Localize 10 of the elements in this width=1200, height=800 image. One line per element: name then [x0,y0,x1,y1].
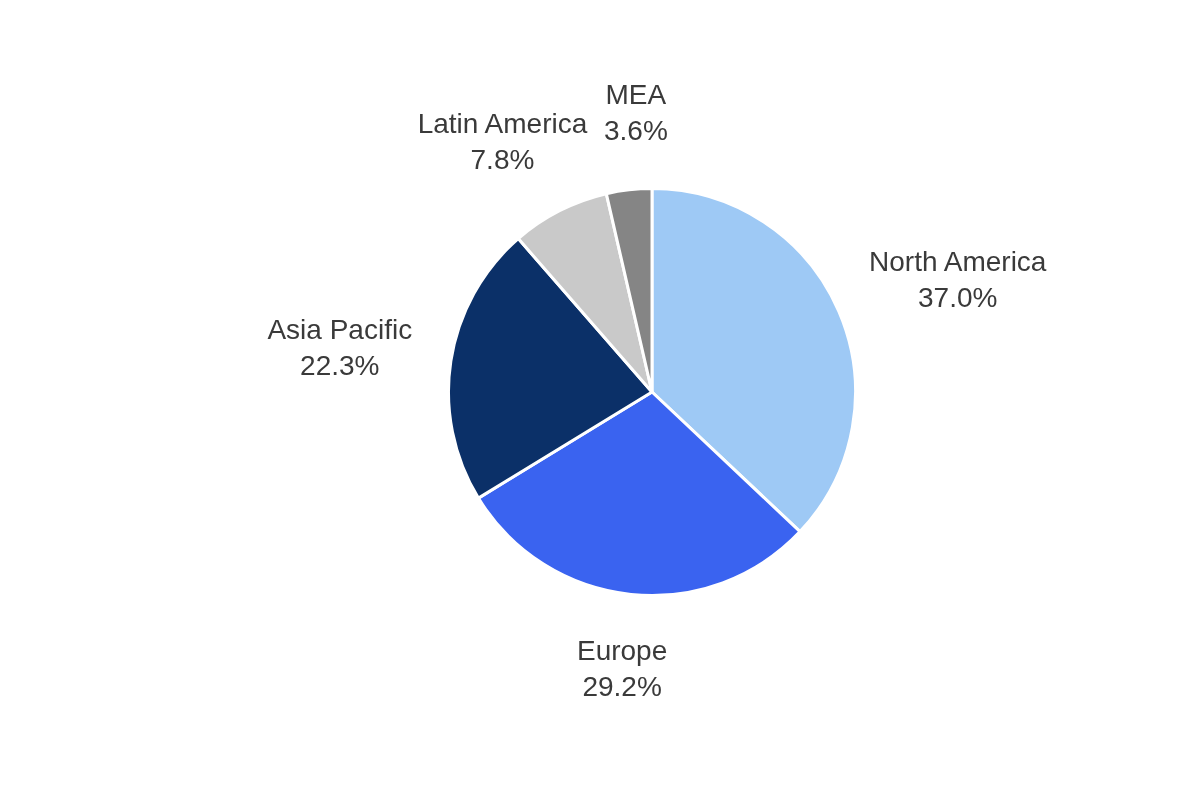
data-label: 37.0% [918,282,998,314]
slice-label: North America [869,246,1047,278]
slice-label: MEA [605,79,667,111]
slice-label: Europe [576,634,668,666]
slice-label: Latin America [417,107,588,139]
data-label: 7.8% [470,143,535,175]
slice-label: Asia Pacific [267,314,413,346]
data-label: 22.3% [300,350,380,382]
data-label: 29.2% [582,670,662,702]
data-label: 3.6% [603,115,668,147]
